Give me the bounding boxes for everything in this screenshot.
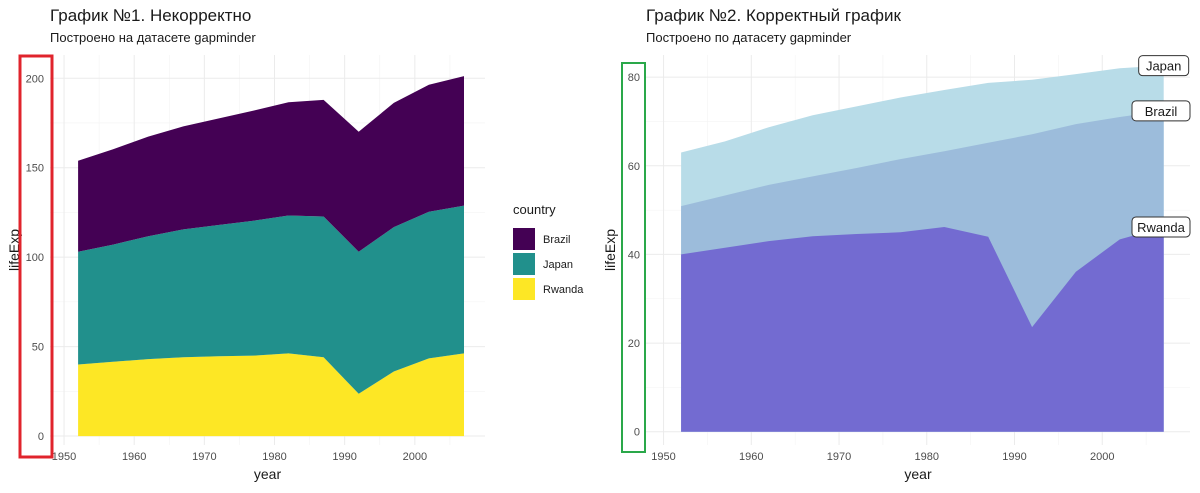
chart2-subtitle: Построено по датасету gapminder	[646, 30, 852, 45]
y-axis-highlight-box	[621, 62, 646, 453]
x-tick-label: 2000	[1090, 451, 1114, 463]
y-tick-label: 100	[26, 252, 44, 264]
direct-label-text: Rwanda	[1137, 220, 1185, 235]
legend-label-japan: Japan	[543, 259, 573, 271]
x-tick-label: 1970	[827, 451, 851, 463]
x-axis-title: year	[904, 466, 932, 482]
legend-label-rwanda: Rwanda	[543, 284, 584, 296]
y-axis-title: lifeExp	[602, 229, 618, 271]
x-tick-label: 1990	[1002, 451, 1026, 463]
chart2-title: График №2. Корректный график	[646, 6, 901, 25]
x-tick-label: 2000	[403, 451, 427, 463]
legend-title: country	[513, 202, 556, 217]
chart1-legend: country Brazil Japan Rwanda	[513, 202, 584, 300]
x-tick-label: 1980	[262, 451, 286, 463]
legend-label-brazil: Brazil	[543, 234, 571, 246]
direct-label-brazil: Brazil	[1131, 100, 1191, 122]
direct-label-rwanda: Rwanda	[1131, 216, 1191, 238]
x-tick-label: 1970	[192, 451, 216, 463]
area-brazil	[78, 76, 464, 252]
direct-label-box	[1131, 216, 1191, 238]
direct-label-japan: Japan	[1138, 55, 1190, 77]
y-tick-label: 0	[634, 427, 640, 439]
x-axis-title: year	[254, 466, 282, 482]
chart1-areas	[78, 76, 464, 437]
direct-label-box	[1131, 100, 1191, 122]
direct-label-text: Brazil	[1145, 104, 1178, 119]
y-tick-label: 80	[628, 72, 640, 84]
chart1-title: График №1. Некорректно	[50, 6, 252, 25]
legend-swatch-japan	[513, 253, 535, 275]
chart2-areas	[681, 65, 1164, 432]
x-tick-label: 1950	[52, 451, 76, 463]
y-tick-label: 50	[32, 342, 44, 354]
x-tick-label: 1950	[651, 451, 675, 463]
x-tick-label: 1990	[332, 451, 356, 463]
x-tick-label: 1960	[122, 451, 146, 463]
chart2-direct-labels: Japan Brazil Rwanda	[1131, 55, 1191, 238]
chart1: 1950 1960 1970 1980 1990 2000 0 50 100 150 200 year…	[6, 54, 584, 482]
y-tick-label: 20	[628, 338, 640, 350]
y-tick-label: 60	[628, 161, 640, 173]
y-axis-title: lifeExp	[6, 229, 22, 271]
legend-swatch-rwanda	[513, 278, 535, 300]
y-tick-label: 150	[26, 163, 44, 175]
y-tick-label: 200	[26, 73, 44, 85]
x-tick-label: 1960	[739, 451, 763, 463]
area-rwanda	[681, 227, 1164, 432]
chart1-subtitle: Построено на датасете gapminder	[50, 30, 256, 45]
direct-label-box	[1138, 55, 1190, 77]
y-axis-highlight-box	[18, 54, 54, 459]
area-japan	[78, 205, 464, 394]
y-tick-label: 0	[38, 431, 44, 443]
chart2: 1950 1960 1970 1980 1990 2000 0 20 40 60 80 year lif…	[602, 55, 1191, 482]
y-tick-label: 40	[628, 249, 640, 261]
legend-swatch-brazil	[513, 228, 535, 250]
x-tick-label: 1980	[915, 451, 939, 463]
area-rwanda	[78, 353, 464, 437]
direct-label-text: Japan	[1146, 59, 1181, 74]
